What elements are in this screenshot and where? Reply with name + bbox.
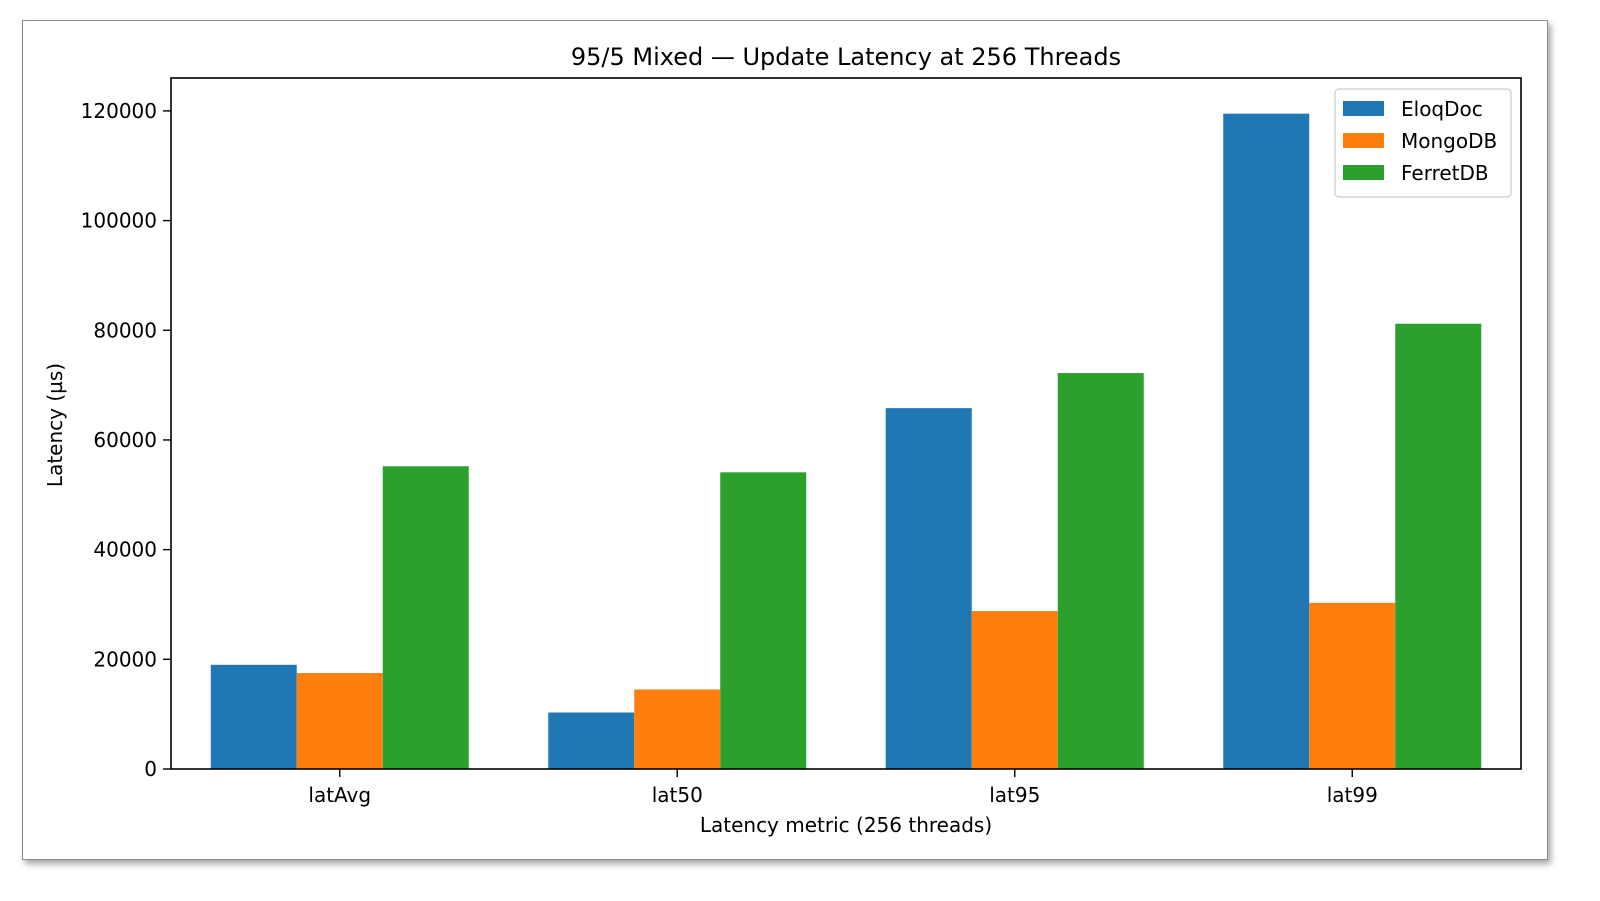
legend: EloqDoc MongoDB FerretDB bbox=[1334, 88, 1512, 198]
legend-swatch-eloqdoc bbox=[1343, 101, 1384, 116]
plot-area: 0 20000 40000 60000 80000 100000 120000 latAvg l… bbox=[81, 77, 1522, 807]
y-tick-label: 40000 bbox=[93, 538, 157, 562]
legend-label-eloqdoc: EloqDoc bbox=[1401, 97, 1483, 121]
y-tick-label: 0 bbox=[144, 757, 157, 781]
y-axis-label: Latency (µs) bbox=[43, 363, 67, 487]
y-tick-label: 60000 bbox=[93, 428, 157, 452]
bar-eloqdoc-latavg bbox=[210, 664, 297, 769]
y-tick-label: 80000 bbox=[93, 318, 157, 342]
legend-label-ferretdb: FerretDB bbox=[1401, 161, 1489, 185]
bar-mongodb-lat99 bbox=[1309, 602, 1396, 769]
bar-eloqdoc-lat99 bbox=[1223, 113, 1310, 769]
y-tick-label: 120000 bbox=[81, 99, 157, 123]
bar-mongodb-lat95 bbox=[971, 611, 1058, 769]
x-tick-label: lat95 bbox=[989, 783, 1040, 807]
bar-ferretdb-lat99 bbox=[1395, 323, 1482, 769]
y-tick-label: 20000 bbox=[93, 647, 157, 671]
chart-title: 95/5 Mixed — Update Latency at 256 Threa… bbox=[571, 43, 1121, 71]
bar-eloqdoc-lat95 bbox=[885, 408, 972, 769]
bar-ferretdb-lat95 bbox=[1057, 373, 1144, 769]
x-tick-label: lat50 bbox=[652, 783, 703, 807]
legend-label-mongodb: MongoDB bbox=[1401, 129, 1497, 153]
bar-eloqdoc-lat50 bbox=[548, 712, 635, 769]
legend-swatch-mongodb bbox=[1343, 133, 1384, 148]
legend-swatch-ferretdb bbox=[1343, 165, 1384, 180]
x-tick-label: latAvg bbox=[308, 783, 371, 807]
bar-ferretdb-latavg bbox=[382, 466, 469, 769]
bar-mongodb-lat50 bbox=[634, 689, 721, 769]
x-axis-label: Latency metric (256 threads) bbox=[700, 813, 992, 837]
plot-frame bbox=[170, 77, 1522, 770]
y-tick-label: 100000 bbox=[81, 209, 157, 233]
bar-mongodb-latavg bbox=[296, 673, 383, 769]
bar-ferretdb-lat50 bbox=[720, 472, 807, 769]
x-tick-label: lat99 bbox=[1327, 783, 1378, 807]
